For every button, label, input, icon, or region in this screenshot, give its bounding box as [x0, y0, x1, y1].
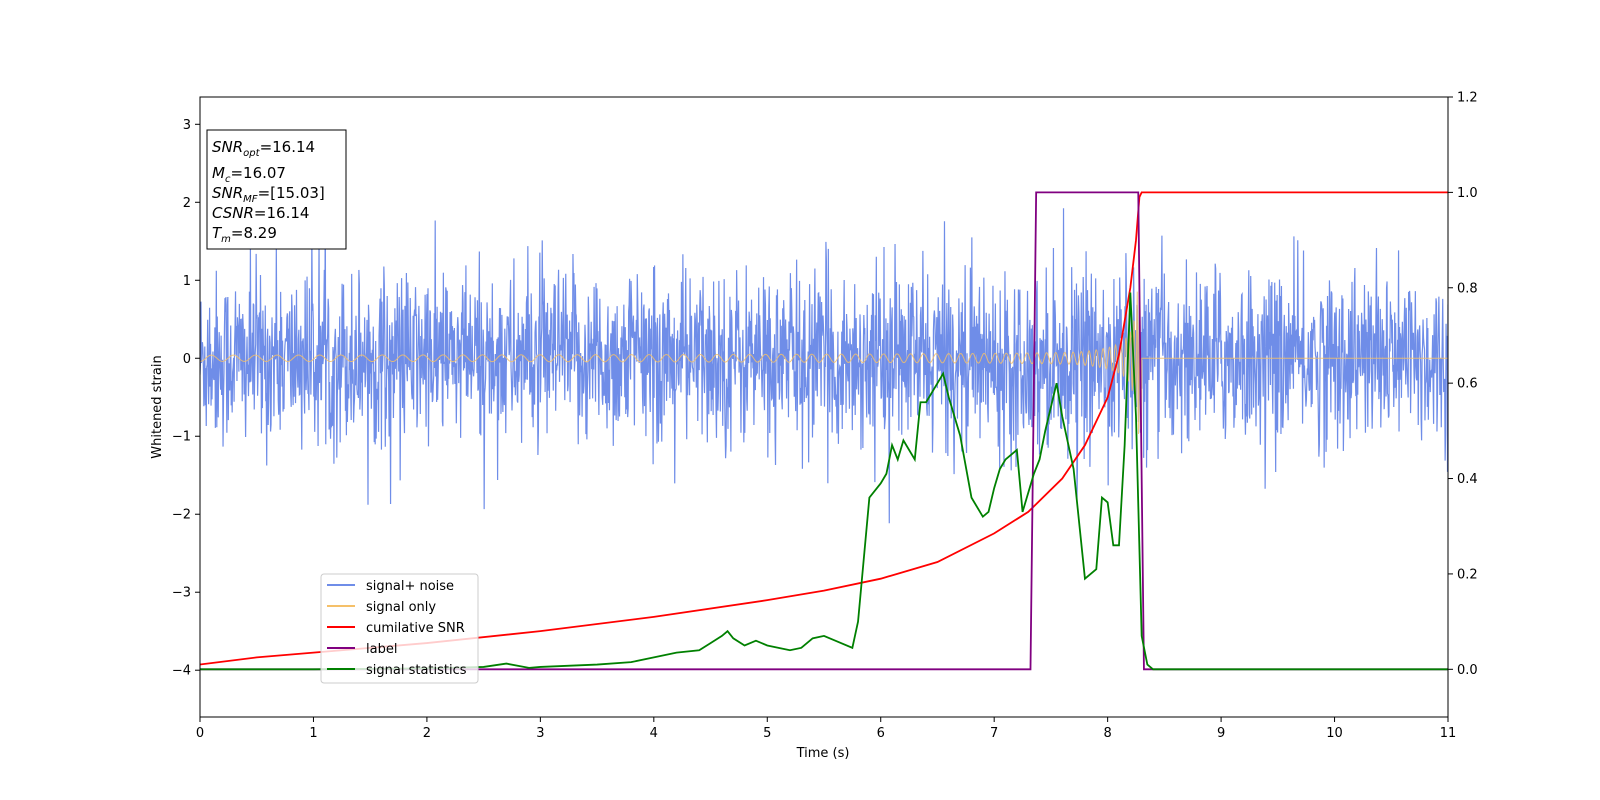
legend-label-cumulative-snr: cumilative SNR [366, 621, 465, 636]
y2-tick-label: 0.8 [1457, 281, 1478, 296]
plot-frame [199, 96, 1449, 718]
x-tick-label: 6 [877, 726, 885, 741]
y-axis-label: Whitened strain [150, 355, 165, 458]
x-axis-label: Time (s) [796, 746, 850, 761]
y2-axis-ticks: 0.0 0.2 0.4 0.6 0.8 1.0 1.2 [1448, 91, 1478, 678]
x-tick-label: 1 [309, 726, 317, 741]
x-tick-label: 10 [1326, 726, 1343, 741]
x-tick-label: 8 [1103, 726, 1111, 741]
x-tick-label: 3 [536, 726, 544, 741]
signal-noise-series [200, 195, 1448, 524]
x-tick-label: 7 [990, 726, 998, 741]
x-tick-label: 0 [196, 726, 204, 741]
legend-label-signal-only: signal only [366, 600, 436, 615]
y2-tick-label: 0.6 [1457, 377, 1478, 392]
x-tick-label: 4 [650, 726, 658, 741]
legend-label-signal-statistics: signal statistics [366, 663, 467, 678]
x-tick-label: 5 [763, 726, 771, 741]
x-tick-label: 2 [423, 726, 431, 741]
y2-tick-label: 0.4 [1457, 472, 1478, 487]
y-tick-label: −3 [172, 586, 191, 601]
y-tick-label: −2 [172, 508, 191, 523]
y-tick-label: 3 [183, 118, 191, 133]
y2-tick-label: 0.2 [1457, 567, 1478, 582]
tm-text: Tm=8.29 [212, 224, 277, 245]
x-tick-label: 9 [1217, 726, 1225, 741]
info-box: SNRopt=16.14 Mc=16.07 SNRMF=[15.03] CSNR… [206, 129, 347, 250]
y2-tick-label: 1.0 [1457, 186, 1478, 201]
mc-text: Mc=16.07 [212, 164, 286, 185]
y2-tick-label: 1.2 [1457, 91, 1478, 106]
y-tick-label: 2 [183, 196, 191, 211]
signal-statistics-series [200, 292, 1448, 671]
x-tick-label: 11 [1440, 726, 1457, 741]
y-tick-label: 0 [183, 352, 191, 367]
y-tick-label: −1 [172, 430, 191, 445]
legend-label-label: label [366, 642, 397, 657]
y-tick-label: 1 [183, 274, 191, 289]
y-axis-ticks: −4 −3 −2 −1 0 1 2 3 [172, 118, 200, 679]
y2-tick-label: 0.0 [1457, 663, 1478, 678]
snr-opt-text: SNRopt=16.14 [212, 138, 315, 159]
snr-mf-text: SNRMF=[15.03] [212, 184, 325, 205]
y-tick-label: −4 [172, 664, 191, 679]
signal-only-series [200, 284, 1448, 434]
csnr-text: CSNR=16.14 [212, 204, 309, 222]
legend: signal+ noise signal only cumilative SNR… [320, 573, 479, 684]
x-axis-ticks: 0 1 2 3 4 5 6 7 8 9 10 11 [196, 717, 1456, 741]
legend-label-signal-noise: signal+ noise [366, 579, 454, 594]
